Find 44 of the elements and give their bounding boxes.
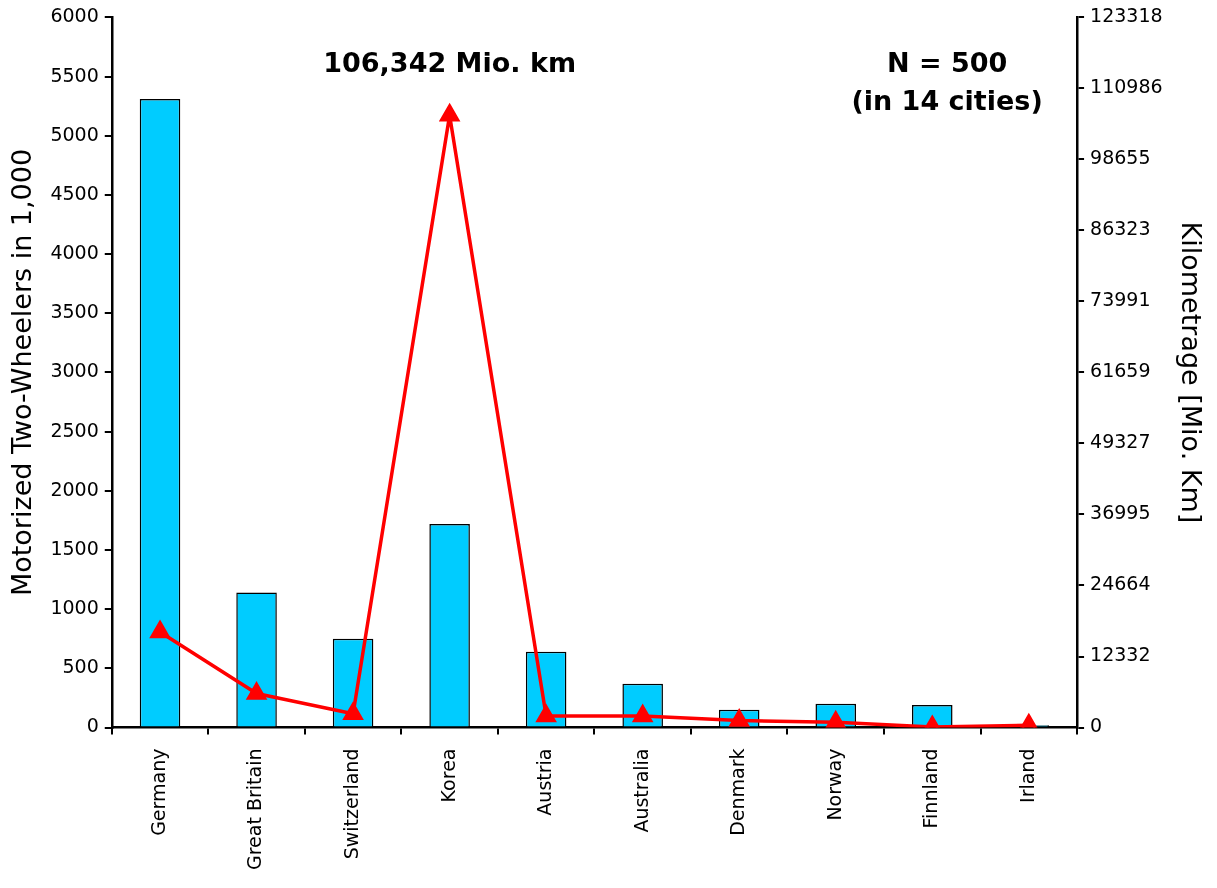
point [247,682,267,700]
x-tick-label: Finnland [919,748,942,829]
y2-tick-label: 61659 [1090,359,1151,382]
x-tick-label: Great Britain [243,748,266,871]
x-tick-label: Korea [436,748,459,803]
y-tick-label: 3000 [50,359,99,382]
x-tick-label: Denmark [726,748,749,836]
y-tick-label: 500 [62,655,99,678]
x-tick-label: Germany [146,748,169,836]
y-tick-label: 2000 [50,477,99,500]
y-tick-label: 1000 [50,596,99,619]
y-tick-label: 5000 [50,122,99,145]
y2-tick-label: 123318 [1090,4,1163,27]
y-tick-label: 3500 [50,300,99,323]
y2-tick-label: 36995 [1090,501,1151,524]
y-tick-label: 6000 [50,4,99,27]
annotation: (in 14 cities) [851,85,1043,117]
x-tick-label: Norway [822,748,845,821]
x-tick-label: Irland [1015,748,1038,803]
x-tick-label: Switzerland [340,748,363,860]
y2-tick-label: 98655 [1090,146,1151,169]
y2-axis-title: Kilometrage [Mio. Km] [1175,221,1207,524]
y2-tick-label: 86323 [1090,217,1151,240]
point [343,702,363,720]
y-tick-label: 2500 [50,418,99,441]
y-tick-label: 1500 [50,536,99,559]
y-tick-label: 4500 [50,181,99,204]
y2-tick-label: 110986 [1090,75,1163,98]
point [150,621,170,639]
y-tick-label: 4000 [50,241,99,264]
point [440,104,460,122]
x-tick-label: Australia [629,748,652,833]
y2-tick-label: 0 [1090,714,1103,737]
y2-tick-label: 73991 [1090,288,1151,311]
y-axis-title: Motorized Two-Wheelers in 1,000 [6,148,38,597]
y-tick-label: 0 [86,714,99,737]
annotation: N = 500 [886,47,1008,79]
annotation: 106,342 Mio. km [323,47,577,79]
y2-tick-label: 12332 [1090,643,1151,666]
point [536,705,556,723]
x-tick-label: Austria [533,748,556,816]
y2-tick-label: 49327 [1090,430,1151,453]
y-tick-label: 5500 [50,63,99,86]
y2-tick-label: 24664 [1090,572,1151,595]
